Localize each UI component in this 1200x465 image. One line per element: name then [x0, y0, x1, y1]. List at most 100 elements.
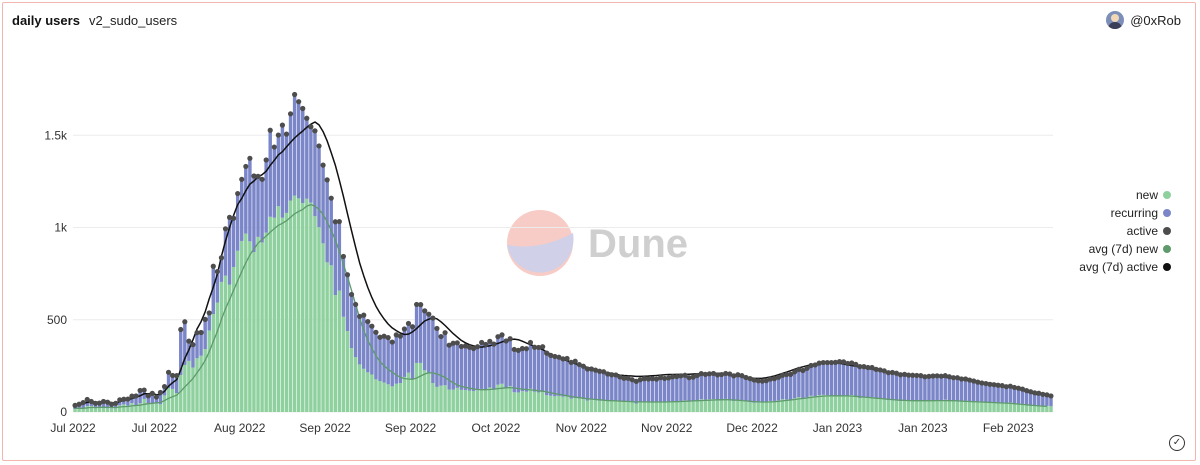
dot-active [714, 372, 721, 378]
legend-label-avg-new: avg (7d) new [1088, 242, 1158, 256]
dot-active [137, 387, 143, 394]
dot-active [763, 378, 769, 384]
bar-new [589, 399, 594, 412]
bar-recurring [906, 375, 911, 401]
legend-swatch-avg-active [1163, 263, 1171, 271]
dot-active [316, 143, 322, 149]
dot-active [304, 115, 310, 121]
dot-active [987, 381, 993, 387]
bar-recurring [862, 366, 866, 398]
bar-new [1016, 403, 1021, 412]
bar-recurring [240, 179, 244, 241]
bar-recurring [780, 375, 785, 400]
bar-new [545, 395, 549, 412]
dot-active [942, 373, 948, 379]
dot-active [836, 359, 843, 365]
bar-new [553, 396, 557, 412]
legend-item-active[interactable]: active [1079, 222, 1171, 240]
dot-active [641, 376, 647, 382]
bar-new [187, 360, 191, 412]
y-tick-label: 1k [54, 221, 68, 235]
bar-recurring [130, 396, 134, 404]
bar-new [122, 404, 126, 412]
bar-new [195, 358, 199, 412]
bar-recurring [414, 304, 419, 363]
bar-recurring [1020, 389, 1025, 404]
x-tick-label: Jul 2022 [50, 421, 96, 435]
x-tick-label: Oct 2022 [472, 421, 521, 435]
bar-recurring [496, 336, 500, 385]
bar-recurring [947, 376, 952, 401]
bar-new [906, 400, 911, 412]
chart-title: daily users [12, 13, 80, 28]
dot-active [893, 370, 900, 376]
legend-item-new[interactable]: new [1079, 186, 1171, 204]
bar-recurring [215, 271, 220, 303]
bar-new [101, 407, 106, 412]
dot-active [901, 371, 908, 377]
query-name[interactable]: v2_sudo_users [89, 13, 178, 28]
dot-active [401, 326, 408, 332]
bar-recurring [744, 377, 748, 402]
bar-new [585, 400, 590, 412]
bar-new [691, 401, 695, 412]
legend-item-recurring[interactable]: recurring [1079, 204, 1171, 222]
bar-new [325, 262, 329, 412]
dot-active [576, 361, 582, 368]
bar-recurring [118, 399, 122, 406]
bar-recurring [870, 367, 874, 398]
bar-recurring [134, 395, 138, 406]
bar-recurring [963, 378, 968, 401]
bar-new [597, 400, 602, 412]
bar-new [479, 388, 484, 412]
bar-recurring [910, 375, 915, 401]
bar-recurring [126, 399, 130, 406]
bar-new [317, 227, 321, 412]
x-tick-label: Sep 2022 [299, 421, 351, 435]
bar-new [630, 401, 634, 412]
dot-active [686, 375, 692, 381]
legend: new recurring active avg (7d) new avg (7… [1079, 186, 1171, 276]
bar-new [154, 403, 159, 412]
bar-new [240, 240, 244, 412]
bar-recurring [858, 366, 862, 398]
dot-active [706, 371, 712, 377]
bar-new [1000, 402, 1004, 412]
dot-active [385, 335, 391, 341]
bar-recurring [288, 113, 293, 201]
dot-active [621, 375, 627, 381]
bar-recurring [158, 392, 163, 405]
dot-active [767, 376, 773, 382]
bar-recurring [919, 375, 923, 401]
dot-active [271, 144, 277, 150]
bar-recurring [593, 370, 598, 401]
bar-recurring [748, 378, 752, 403]
bar-new [410, 379, 415, 412]
bar-recurring [264, 159, 268, 233]
bar-new [593, 400, 598, 412]
legend-item-avg-active[interactable]: avg (7d) active [1079, 258, 1171, 276]
check-icon[interactable]: ✓ [1169, 435, 1185, 451]
bar-recurring [630, 379, 634, 402]
bar-new [268, 216, 272, 412]
bar-new [345, 331, 350, 412]
bar-recurring [980, 383, 984, 403]
bar-recurring [788, 374, 793, 401]
dot-active [824, 359, 830, 366]
bar-new [280, 217, 285, 412]
bar-new [622, 401, 626, 412]
bar-new [776, 400, 781, 412]
dot-active [979, 380, 985, 386]
y-tick-label: 500 [47, 313, 67, 327]
bar-new [329, 265, 333, 412]
bar-new [577, 398, 581, 412]
bar-new [605, 400, 610, 412]
legend-item-avg-new[interactable]: avg (7d) new [1079, 240, 1171, 258]
bar-recurring [841, 361, 846, 396]
dot-active [251, 173, 257, 179]
bar-recurring [687, 377, 691, 402]
dot-active [991, 382, 997, 388]
dot-active [918, 373, 924, 379]
author-link[interactable]: @0xRob [1106, 11, 1181, 29]
bar-new [77, 409, 81, 412]
